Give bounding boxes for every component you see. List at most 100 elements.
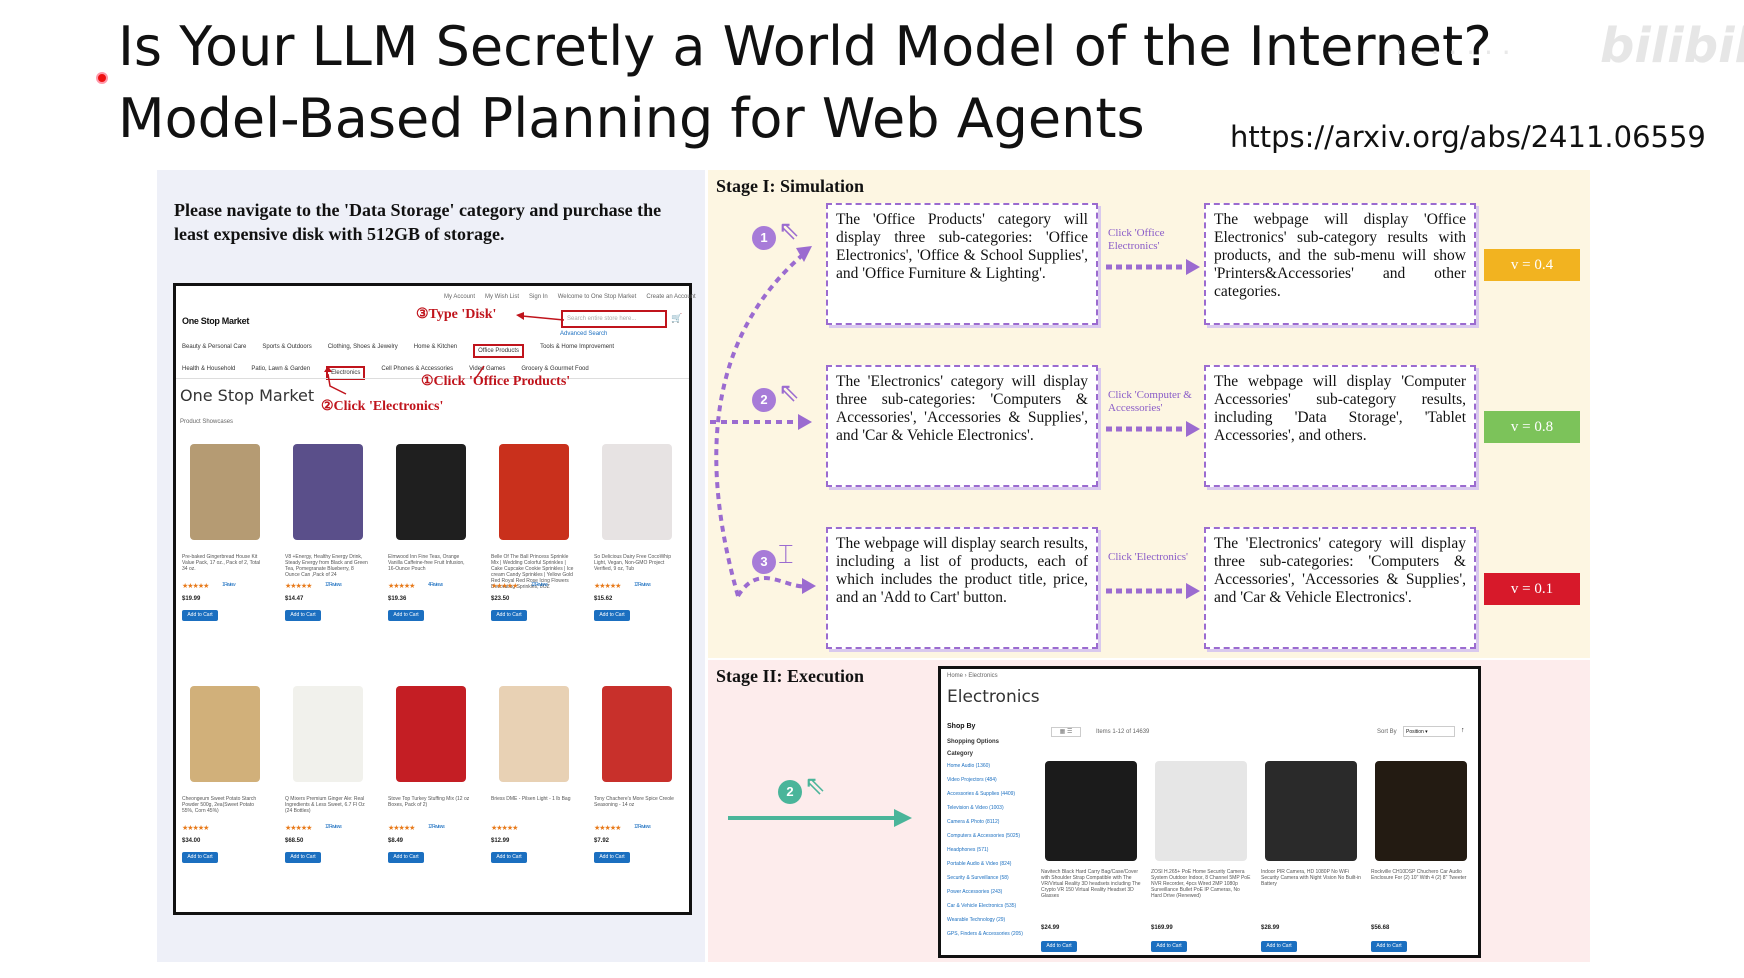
- product-image[interactable]: [396, 686, 466, 782]
- add-to-cart-button[interactable]: Add to Cart: [182, 610, 218, 621]
- search-input[interactable]: Search entire store here...: [561, 310, 667, 328]
- product-image[interactable]: [602, 686, 672, 782]
- advanced-search-link[interactable]: Advanced Search: [560, 331, 608, 337]
- nav-item-video-games[interactable]: Video Games: [469, 366, 506, 372]
- exec-sort-label: Sort By: [1377, 729, 1397, 735]
- cart-icon[interactable]: 🛒: [671, 313, 683, 323]
- nav-item-tools-home-improvement[interactable]: Tools & Home Improvement: [540, 344, 615, 350]
- product-name[interactable]: Cheongeum Sweet Potato Starch Powder 500…: [182, 796, 257, 814]
- product-reviews[interactable]: 12 Reviews: [634, 824, 651, 830]
- value-badge: v = 0.1: [1484, 573, 1580, 605]
- sidebar-category-link[interactable]: Video Projectors (484): [947, 777, 997, 783]
- arxiv-link[interactable]: https://arxiv.org/abs/2411.06559: [1230, 120, 1706, 154]
- sim-transition-arrow: [1106, 583, 1200, 599]
- nav-item-grocery-gourmet-food[interactable]: Grocery & Gourmet Food: [521, 366, 589, 372]
- sidebar-category-link[interactable]: Accessories & Supplies (4409): [947, 791, 1016, 797]
- electronics-add-to-cart[interactable]: Add to Cart: [1261, 941, 1297, 952]
- product-reviews[interactable]: 12 Reviews: [325, 582, 342, 588]
- laser-pointer-dot: [96, 72, 108, 84]
- add-to-cart-button[interactable]: Add to Cart: [182, 852, 218, 863]
- electronics-add-to-cart[interactable]: Add to Cart: [1371, 941, 1407, 952]
- product-image[interactable]: [499, 444, 569, 540]
- nav-divider: [176, 378, 689, 379]
- product-name[interactable]: Stove Top Turkey Stuffing Mix (12 oz Box…: [388, 796, 470, 808]
- sidebar-category-link[interactable]: Camera & Photo (8112): [947, 819, 1000, 825]
- sort-direction-icon[interactable]: ↑: [1461, 727, 1465, 734]
- electronics-product-image[interactable]: [1045, 761, 1137, 861]
- sort-select[interactable]: Position ▾: [1403, 726, 1455, 737]
- nav-item-sports-outdoors[interactable]: Sports & Outdoors: [262, 344, 312, 350]
- product-image[interactable]: [602, 444, 672, 540]
- add-to-cart-button[interactable]: Add to Cart: [285, 610, 321, 621]
- electronics-add-to-cart[interactable]: Add to Cart: [1041, 941, 1077, 952]
- sidebar-category-link[interactable]: Security & Surveillance (58): [947, 875, 1009, 881]
- add-to-cart-button[interactable]: Add to Cart: [594, 852, 630, 863]
- product-name[interactable]: V8 +Energy, Healthy Energy Drink, Steady…: [285, 554, 368, 578]
- nav-item-clothing-shoes-jewelry[interactable]: Clothing, Shoes & Jewelry: [327, 344, 398, 350]
- sidebar-category-link[interactable]: Car & Vehicle Electronics (535): [947, 903, 1017, 909]
- product-reviews[interactable]: 12 Reviews: [325, 824, 342, 830]
- product-name[interactable]: Belle Of The Ball Princess Sprinkle Mix …: [491, 554, 574, 590]
- nav-item-beauty-personal-care[interactable]: Beauty & Personal Care: [182, 344, 247, 350]
- annotation-click-office: ①Click 'Office Products': [421, 374, 571, 389]
- product-reviews[interactable]: 12 Reviews: [531, 582, 548, 588]
- electronics-product-price: $24.99: [1041, 925, 1060, 931]
- product-name[interactable]: Tony Chachere's More Spice Creole Season…: [594, 796, 674, 808]
- sidebar-category-link[interactable]: Portable Audio & Video (824): [947, 861, 1012, 867]
- sim-click-action: Click 'Electronics': [1108, 551, 1189, 563]
- electronics-product-image[interactable]: [1375, 761, 1467, 861]
- sim-step-number: 3: [752, 550, 776, 574]
- product-image[interactable]: [396, 444, 466, 540]
- sim-box-second: The 'Electronics' category will display …: [1204, 527, 1476, 649]
- add-to-cart-button[interactable]: Add to Cart: [388, 852, 424, 863]
- product-name[interactable]: Q Mixers Premium Ginger Ale: Real Ingred…: [285, 796, 365, 814]
- product-name[interactable]: So Delicious Dairy Free CocoWhip Light, …: [594, 554, 671, 572]
- product-reviews[interactable]: 12 Reviews: [634, 582, 651, 588]
- header-link[interactable]: Welcome to One Stop Market: [557, 294, 637, 300]
- electronics-product-image[interactable]: [1155, 761, 1247, 861]
- header-link[interactable]: My Account: [444, 294, 476, 300]
- header-link[interactable]: Create an Account: [646, 294, 696, 300]
- electronics-product-name[interactable]: Indoor PIR Camera, HD 1080P No WiFi Secu…: [1261, 869, 1361, 887]
- sidebar-category-link[interactable]: GPS, Finders & Accessories (205): [947, 931, 1023, 937]
- sidebar-category-link[interactable]: Television & Video (1003): [947, 805, 1004, 811]
- product-image[interactable]: [293, 444, 363, 540]
- nav-item-cell-phones-accessories[interactable]: Cell Phones & Accessories: [381, 366, 454, 372]
- product-name[interactable]: Briess DME - Pilsen Light - 1 lb Bag: [491, 796, 571, 802]
- sidebar-category-link[interactable]: Power Accessories (243): [947, 889, 1003, 895]
- header-link[interactable]: Sign In: [529, 294, 548, 300]
- nav-item-office-products[interactable]: Office Products: [473, 344, 525, 358]
- product-image[interactable]: [293, 686, 363, 782]
- nav-item-home-kitchen[interactable]: Home & Kitchen: [413, 344, 458, 350]
- nav-item-health-household[interactable]: Health & Household: [182, 366, 236, 372]
- product-name[interactable]: Elmwood Inn Fine Teas, Orange Vanilla Ca…: [388, 554, 465, 572]
- store-page-heading: One Stop Market: [180, 386, 315, 405]
- view-mode-toggle[interactable]: ▦ ☰: [1051, 727, 1081, 737]
- product-image[interactable]: [499, 686, 569, 782]
- electronics-product-name[interactable]: Rockville CH10DSP Chuchero Car Audio Enc…: [1371, 869, 1467, 881]
- sim-box-first: The webpage will display search results,…: [826, 527, 1098, 649]
- product-name[interactable]: Pre-baked Gingerbread House Kit Value Pa…: [182, 554, 261, 572]
- product-image[interactable]: [190, 444, 260, 540]
- electronics-product-name[interactable]: ZOSI H.265+ PoE Home Security Camera Sys…: [1151, 869, 1251, 899]
- header-link[interactable]: My Wish List: [485, 294, 520, 300]
- electronics-product-image[interactable]: [1265, 761, 1357, 861]
- sidebar-category-link[interactable]: Home Audio (1360): [947, 763, 991, 769]
- product-reviews[interactable]: 12 Reviews: [428, 824, 445, 830]
- electronics-product-name[interactable]: Navitech Black Hard Carry Bag/Case/Cover…: [1041, 869, 1141, 899]
- sidebar-category-link[interactable]: Headphones (571): [947, 847, 989, 853]
- add-to-cart-button[interactable]: Add to Cart: [285, 852, 321, 863]
- add-to-cart-button[interactable]: Add to Cart: [594, 610, 630, 621]
- add-to-cart-button[interactable]: Add to Cart: [491, 610, 527, 621]
- electronics-add-to-cart[interactable]: Add to Cart: [1151, 941, 1187, 952]
- product-reviews[interactable]: 1 Review: [222, 582, 236, 588]
- nav-item-electronics[interactable]: Electronics: [326, 366, 366, 380]
- product-image[interactable]: [190, 686, 260, 782]
- click-cursor-icon: ⌶: [778, 539, 794, 569]
- sidebar-category-link[interactable]: Computers & Accessories (5025): [947, 833, 1021, 839]
- sidebar-category-link[interactable]: Wearable Technology (29): [947, 917, 1006, 923]
- add-to-cart-button[interactable]: Add to Cart: [388, 610, 424, 621]
- product-reviews[interactable]: 4 Reviews: [428, 582, 443, 588]
- add-to-cart-button[interactable]: Add to Cart: [491, 852, 527, 863]
- nav-item-patio-lawn-garden[interactable]: Patio, Lawn & Garden: [251, 366, 311, 372]
